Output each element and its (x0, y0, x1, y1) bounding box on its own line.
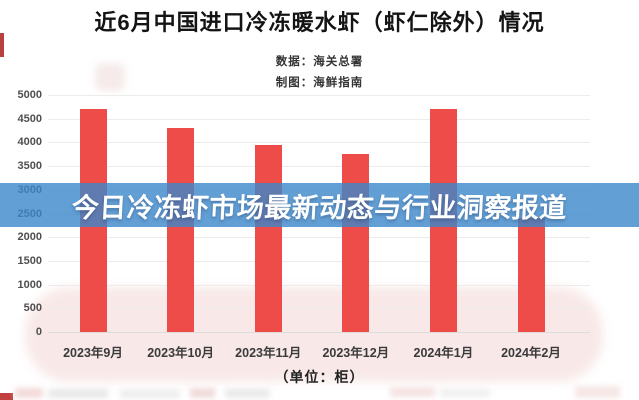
data-source-label: 数据：海关总署 (275, 56, 364, 68)
y-tick-label: 0 (35, 326, 42, 338)
x-tick-label: 2024年2月 (501, 346, 561, 360)
x-tick-label: 2024年1月 (413, 346, 474, 360)
headline-banner: 今日冷冻虾市场最新动态与行业洞察报道 (0, 183, 639, 227)
headline-text: 今日冷冻虾市场最新动态与行业洞察报道 (71, 192, 568, 223)
gridline-500 (48, 308, 590, 310)
chart-author-label: 制图：海鲜指南 (275, 77, 364, 89)
y-tick-label: 1500 (17, 254, 42, 267)
gridline-2000 (48, 237, 590, 239)
background-blur-shape (190, 388, 215, 398)
y-tick-label: 4000 (17, 136, 42, 149)
chart-card-pink-background (25, 287, 603, 382)
pink-blur-decoration (95, 63, 125, 91)
background-blur-shape (225, 389, 270, 398)
y-tick-label: 500 (23, 302, 42, 315)
y-tick-label: 5000 (17, 89, 42, 101)
background-blur-shape (575, 386, 620, 398)
y-tick-label: 4500 (17, 112, 42, 125)
unit-label: （单位：柜） (274, 369, 365, 385)
gridline-4000 (48, 142, 590, 144)
x-tick-label: 2023年12月 (322, 346, 390, 360)
x-tick-label: 2023年11月 (235, 346, 302, 360)
gridline-0 (48, 332, 590, 333)
red-accent-top-left (0, 33, 4, 57)
background-blur-shape (120, 390, 180, 398)
bar-chart: 0500100015002000250030003500400045005000… (0, 89, 639, 385)
y-tick-label: 2000 (17, 231, 42, 244)
gridline-5000 (48, 95, 590, 96)
red-accent-bottom-left (0, 393, 13, 400)
gridline-1500 (48, 260, 590, 262)
gridline-3500 (48, 166, 590, 168)
background-blur-shape (390, 387, 435, 397)
background-blur-shape (48, 389, 108, 398)
background-blur-shape (15, 388, 43, 398)
bar-2023年10月 (167, 128, 195, 332)
x-tick-label: 2023年10月 (147, 346, 214, 360)
background-blur-shape (440, 389, 490, 397)
x-tick-label: 2023年9月 (63, 346, 123, 360)
y-tick-label: 1000 (17, 278, 42, 291)
gridline-1000 (48, 284, 590, 286)
gridline-4500 (48, 118, 590, 120)
bar-2023年11月 (254, 144, 282, 332)
y-tick-label: 3500 (17, 160, 42, 173)
bar-2023年12月 (342, 154, 370, 332)
bar-2024年2月 (517, 218, 545, 332)
chart-title: 近6月中国进口冷冻暖水虾（虾仁除外）情况 (94, 10, 545, 35)
